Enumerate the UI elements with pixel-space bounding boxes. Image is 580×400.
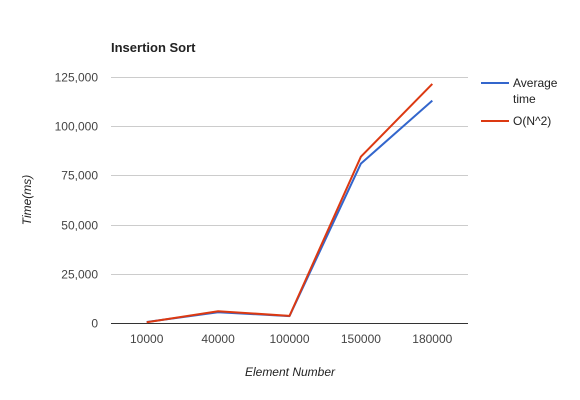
y-tick-label: 0 — [91, 317, 98, 331]
y-tick-label: 50,000 — [61, 219, 98, 233]
legend-item-2: O(N^2) — [481, 114, 551, 128]
y-tick-label: 100,000 — [55, 120, 99, 134]
y-axis-ticks: 0 25,000 50,000 75,000 100,000 125,000 — [55, 71, 99, 331]
x-axis-title: Element Number — [245, 365, 336, 379]
gridlines — [111, 77, 468, 324]
x-tick-label: 10000 — [130, 332, 164, 346]
series-line-1 — [146, 99, 433, 323]
legend-label: Average time — [513, 76, 558, 106]
x-tick-label: 40000 — [201, 332, 235, 346]
x-tick-label: 150000 — [341, 332, 381, 346]
legend: Average time O(N^2) — [481, 76, 558, 128]
x-axis-ticks: 10000 40000 100000 150000 180000 — [130, 332, 453, 346]
legend-label: O(N^2) — [513, 114, 551, 128]
series-line-2 — [146, 83, 434, 324]
y-tick-label: 75,000 — [61, 169, 98, 183]
y-tick-label: 25,000 — [61, 268, 98, 282]
series-lines — [146, 83, 434, 324]
y-tick-label: 125,000 — [55, 71, 99, 85]
chart-title: Insertion Sort — [111, 40, 196, 55]
x-tick-label: 100000 — [269, 332, 309, 346]
y-axis-title: Time(ms) — [20, 175, 34, 226]
legend-item-1: Average time — [481, 76, 558, 106]
x-tick-label: 180000 — [412, 332, 452, 346]
